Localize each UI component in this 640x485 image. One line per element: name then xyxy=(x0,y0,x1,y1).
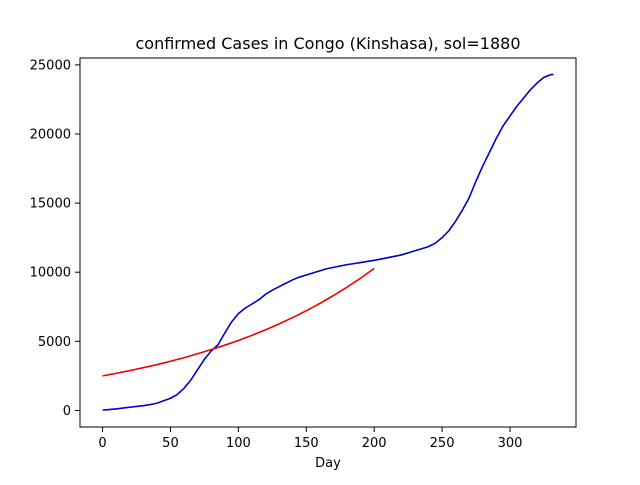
y-tick-label: 0 xyxy=(63,404,71,419)
y-tick-label: 15000 xyxy=(30,197,71,212)
y-tick-label: 10000 xyxy=(30,266,71,281)
x-tick-label: 300 xyxy=(498,436,523,451)
x-tick-label: 200 xyxy=(362,436,387,451)
x-axis-label: Day xyxy=(315,456,341,471)
y-tick-label: 5000 xyxy=(38,335,71,350)
x-tick-label: 100 xyxy=(226,436,251,451)
x-tick-label: 150 xyxy=(294,436,319,451)
x-axis: 0 50 100 150 200 250 300 xyxy=(98,427,522,451)
plot-lines xyxy=(102,73,554,411)
x-tick-label: 50 xyxy=(162,436,179,451)
y-tick-label: 20000 xyxy=(30,128,71,143)
y-axis: 0 5000 10000 15000 20000 25000 xyxy=(30,58,80,419)
chart-title: confirmed Cases in Congo (Kinshasa), sol… xyxy=(135,34,520,53)
x-tick-label: 0 xyxy=(98,436,106,451)
series-line-1 xyxy=(102,267,375,377)
series-line-0 xyxy=(102,73,554,411)
plot-frame xyxy=(79,57,577,428)
y-tick-label: 25000 xyxy=(30,58,71,73)
x-tick-label: 250 xyxy=(430,436,455,451)
